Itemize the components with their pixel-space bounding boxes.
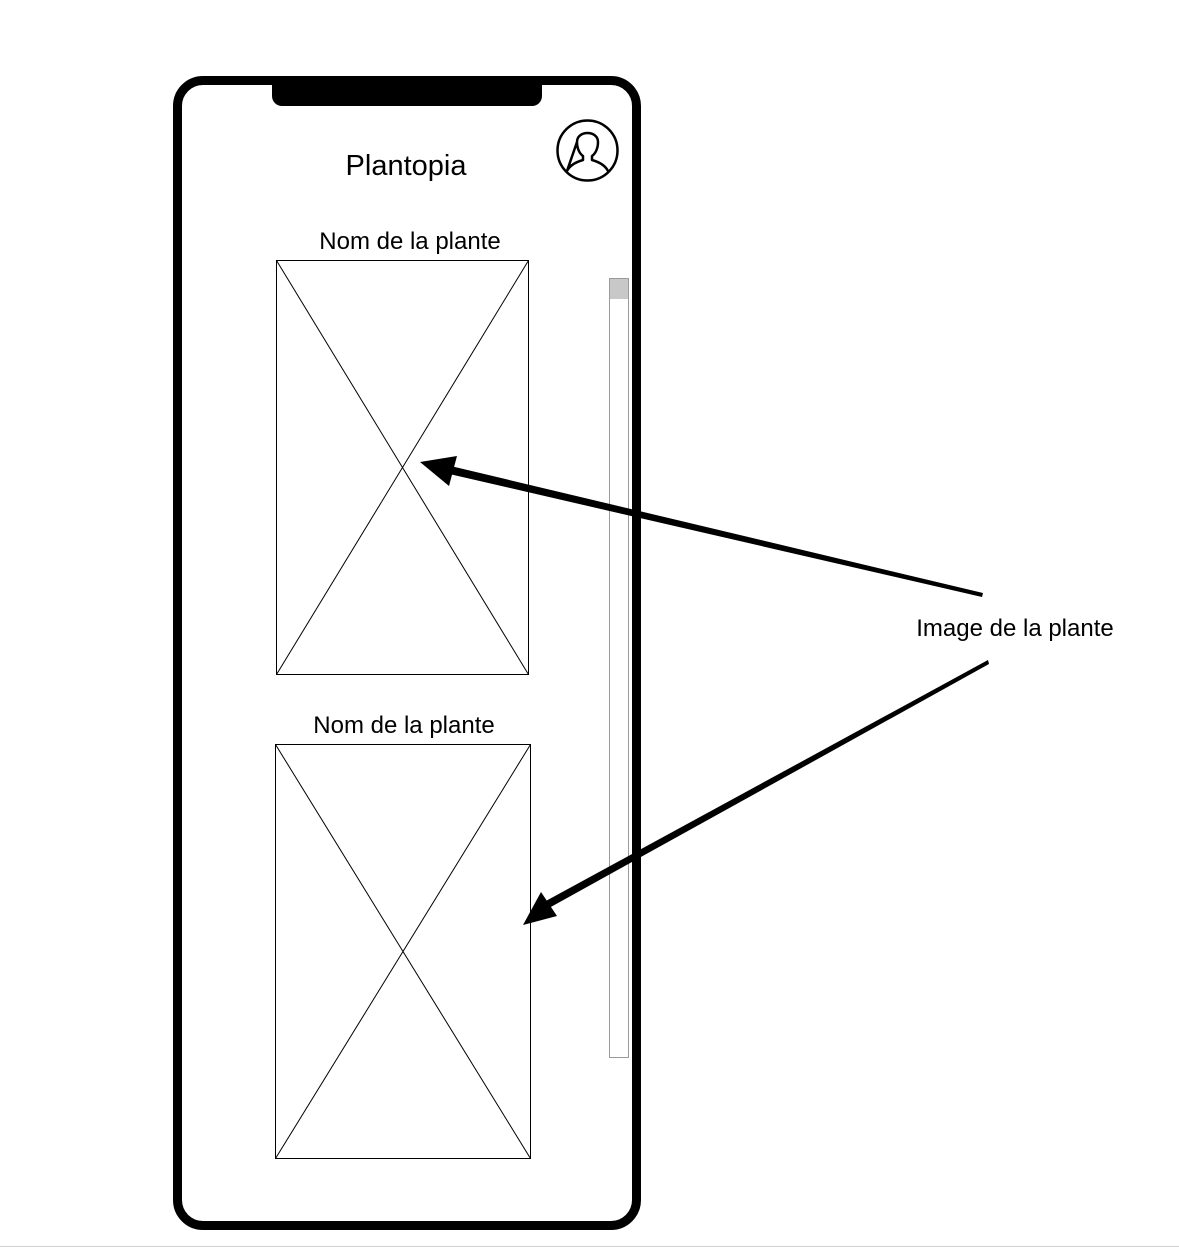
app-title: Plantopia bbox=[345, 150, 467, 182]
annotation-label: Image de la plante bbox=[916, 615, 1114, 642]
scrollbar-thumb[interactable] bbox=[610, 279, 628, 299]
divider bbox=[0, 1246, 1179, 1247]
plant-name-1: Nom de la plante bbox=[319, 228, 501, 255]
image-placeholder-icon[interactable] bbox=[275, 744, 531, 1159]
phone-notch bbox=[272, 80, 542, 106]
user-avatar-icon[interactable] bbox=[555, 118, 620, 183]
image-placeholder-icon[interactable] bbox=[276, 260, 529, 675]
scrollbar-track[interactable] bbox=[609, 278, 629, 1058]
plant-name-2: Nom de la plante bbox=[313, 712, 495, 739]
